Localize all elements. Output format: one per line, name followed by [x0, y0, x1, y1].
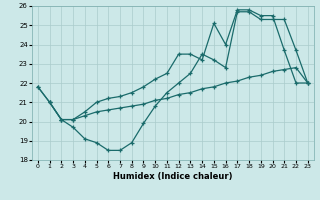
X-axis label: Humidex (Indice chaleur): Humidex (Indice chaleur) [113, 172, 233, 181]
